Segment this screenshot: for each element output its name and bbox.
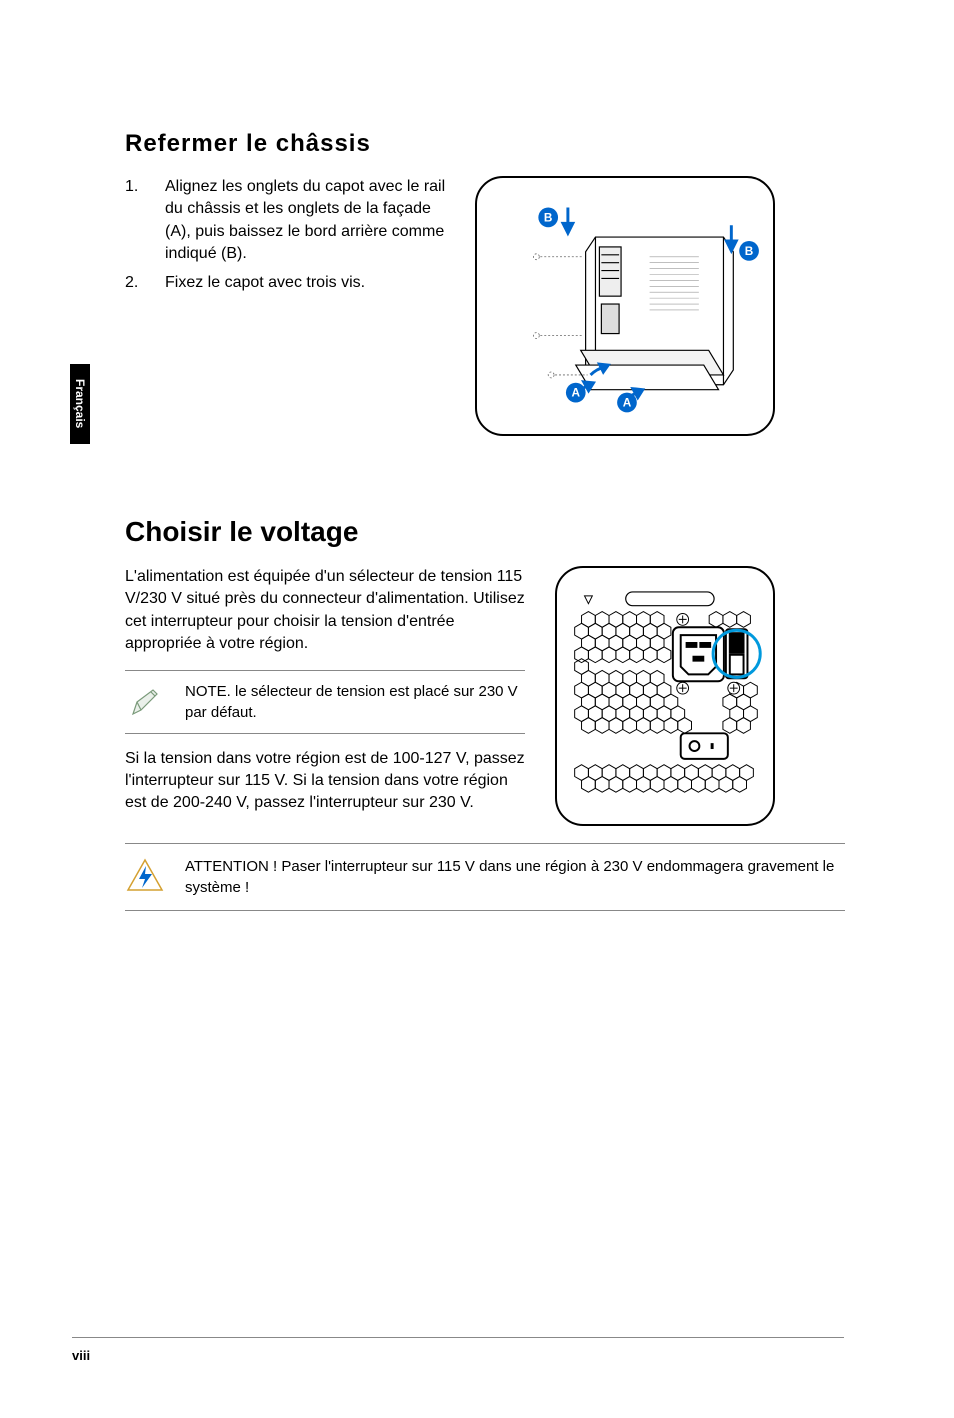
pencil-icon bbox=[125, 684, 165, 720]
section2-heading: Choisir le voltage bbox=[125, 516, 845, 548]
lightning-icon bbox=[125, 857, 165, 897]
note-text: NOTE. le sélecteur de tension est placé … bbox=[185, 681, 525, 723]
section1-list: 1. Alignez les onglets du capot avec le … bbox=[125, 176, 455, 300]
warning-callout: ATTENTION ! Paser l'interrupteur sur 115… bbox=[125, 843, 845, 911]
list-number: 2. bbox=[125, 272, 165, 294]
psu-diagram bbox=[555, 566, 775, 826]
footer-rule bbox=[72, 1337, 844, 1338]
page-number: viii bbox=[72, 1348, 90, 1363]
section1-heading: Refermer le châssis bbox=[125, 130, 845, 158]
note-callout: NOTE. le sélecteur de tension est placé … bbox=[125, 670, 525, 734]
svg-text:B: B bbox=[745, 244, 754, 258]
warning-text: ATTENTION ! Paser l'interrupteur sur 115… bbox=[185, 856, 845, 898]
section2-para2: Si la tension dans votre région est de 1… bbox=[125, 748, 525, 815]
list-text: Fixez le capot avec trois vis. bbox=[165, 272, 455, 294]
section2-para1: L'alimentation est équipée d'un sélecteu… bbox=[125, 566, 525, 656]
svg-text:A: A bbox=[623, 395, 632, 409]
list-number: 1. bbox=[125, 176, 165, 266]
language-tab: Français bbox=[70, 364, 90, 444]
chassis-diagram: B B A A bbox=[475, 176, 775, 436]
list-text: Alignez les onglets du capot avec le rai… bbox=[165, 176, 455, 266]
svg-text:A: A bbox=[572, 386, 581, 400]
svg-text:B: B bbox=[544, 210, 553, 224]
